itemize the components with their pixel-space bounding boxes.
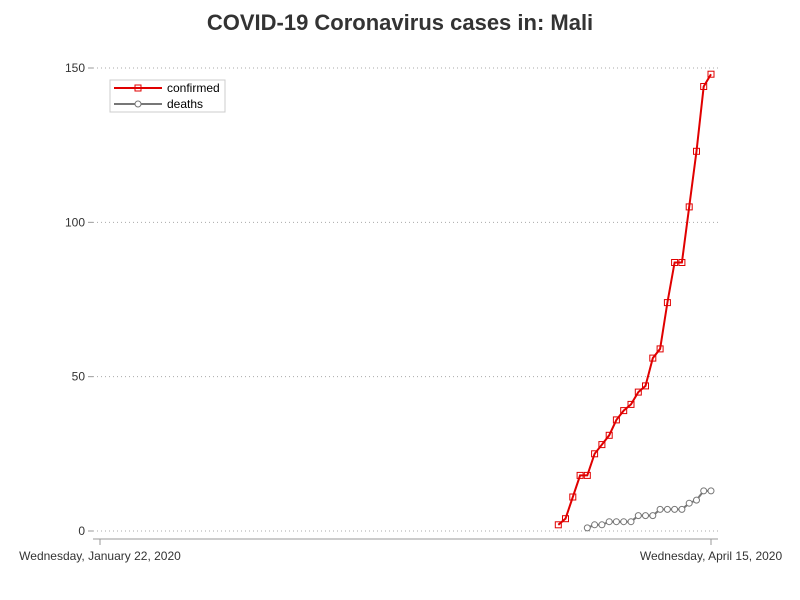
point-confirmed-2020-03-26	[562, 515, 569, 523]
legend-label-confirmed: confirmed	[167, 81, 220, 95]
series-deaths	[583, 487, 715, 532]
point-confirmed-2020-03-31	[598, 441, 606, 449]
point-confirmed-2020-03-27	[569, 493, 577, 501]
point-confirmed-2020-04-03	[620, 407, 628, 415]
point-confirmed-2020-04-02	[612, 416, 620, 424]
grid-lines	[93, 67, 718, 532]
point-confirmed-2020-04-10	[671, 259, 679, 266]
point-confirmed-2020-04-09	[663, 299, 671, 307]
point-deaths-2020-04-12	[685, 499, 693, 507]
series-line-confirmed	[557, 73, 712, 526]
legend-label-deaths: deaths	[167, 97, 203, 111]
point-confirmed-2020-04-05	[634, 388, 642, 396]
series-confirmed	[554, 70, 715, 529]
point-deaths-2020-04-11	[678, 505, 686, 513]
point-deaths-2020-03-29	[583, 524, 591, 532]
series-layer	[554, 70, 715, 532]
point-confirmed-2020-04-12	[685, 203, 693, 211]
point-deaths-2020-04-10	[671, 505, 679, 513]
point-confirmed-2020-04-13	[693, 147, 700, 155]
point-deaths-2020-04-13	[693, 496, 700, 504]
point-confirmed-2020-04-04	[627, 400, 635, 408]
y-tick-label-0: 0	[78, 524, 85, 538]
point-confirmed-2020-03-29	[583, 471, 591, 479]
point-confirmed-2020-04-14	[700, 83, 708, 90]
legend-marker-confirmed	[134, 84, 142, 92]
legend-marker-deaths	[134, 100, 142, 108]
x-tick-label-end: Wednesday, April 15, 2020	[640, 549, 783, 563]
point-deaths-2020-04-05	[634, 512, 642, 520]
point-deaths-2020-04-06	[642, 512, 649, 520]
point-confirmed-2020-04-06	[642, 382, 649, 390]
y-tick-label-100: 100	[65, 215, 85, 229]
legend-box	[109, 79, 226, 113]
x-tick-label-start: Wednesday, January 22, 2020	[19, 549, 181, 563]
point-deaths-2020-04-15	[707, 487, 715, 495]
point-deaths-2020-04-08	[656, 505, 664, 513]
point-deaths-2020-04-04	[627, 518, 635, 526]
point-deaths-2020-03-30	[591, 521, 599, 529]
point-confirmed-2020-03-25	[554, 521, 562, 529]
point-deaths-2020-04-02	[612, 518, 620, 526]
point-confirmed-2020-04-01	[605, 431, 613, 439]
point-confirmed-2020-04-08	[656, 345, 664, 353]
point-confirmed-2020-03-30	[591, 450, 599, 458]
point-deaths-2020-03-31	[598, 521, 606, 529]
point-deaths-2020-04-07	[649, 512, 657, 520]
chart-title: COVID-19 Coronavirus cases in: Mali	[206, 10, 594, 35]
point-deaths-2020-04-03	[620, 518, 628, 526]
point-confirmed-2020-03-28	[576, 471, 584, 479]
point-deaths-2020-04-14	[700, 487, 708, 495]
y-tick-label-150: 150	[65, 61, 85, 75]
axes: 0 50 100 150	[65, 61, 718, 545]
point-deaths-2020-04-01	[605, 518, 613, 526]
point-confirmed-2020-04-07	[649, 354, 657, 362]
y-tick-label-50: 50	[72, 370, 86, 384]
legend: confirmed deaths	[109, 79, 226, 113]
point-deaths-2020-04-09	[663, 505, 671, 513]
point-confirmed-2020-04-15	[707, 70, 715, 78]
point-confirmed-2020-04-11	[678, 259, 686, 266]
